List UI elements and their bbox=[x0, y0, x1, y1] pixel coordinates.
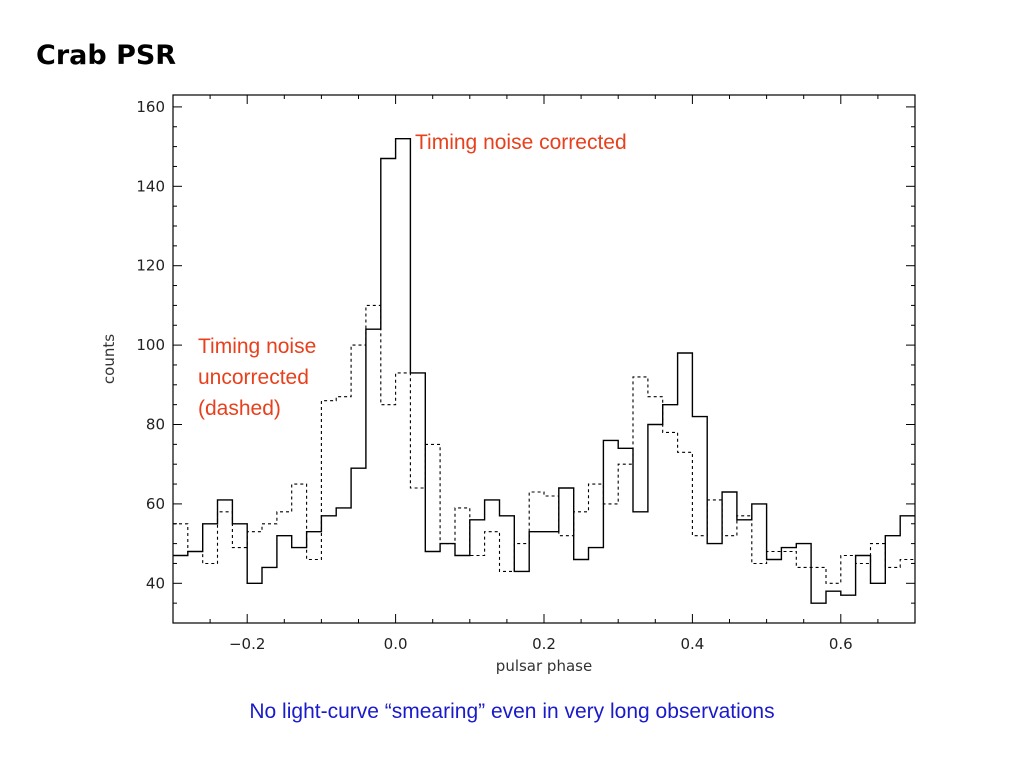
annotations: Timing noise corrected Timing noise uncorr… bbox=[198, 131, 627, 420]
series-uncorrected-dashed bbox=[173, 304, 915, 584]
annotation-uncorrected-line: uncorrected bbox=[198, 366, 309, 389]
y-axis-label: counts bbox=[100, 334, 118, 384]
y-tick-label: 160 bbox=[136, 98, 165, 116]
y-tick-label: 40 bbox=[146, 574, 165, 592]
x-tick-label: 0.2 bbox=[532, 635, 556, 653]
axis-labels: −0.2 0.0 0.2 0.4 0.6 40 60 80 100 120 140 160 pulsar… bbox=[100, 98, 853, 675]
y-tick-label: 80 bbox=[146, 416, 165, 434]
series-layer bbox=[173, 138, 915, 604]
y-tick-label: 120 bbox=[136, 257, 165, 275]
annotation-uncorrected-line: Timing noise bbox=[198, 335, 316, 358]
y-tick-label: 60 bbox=[146, 495, 165, 513]
x-tick-label: −0.2 bbox=[229, 635, 265, 653]
annotation-uncorrected-line: (dashed) bbox=[198, 397, 281, 420]
series-corrected-solid bbox=[173, 138, 915, 604]
slide-caption: No light-curve “smearing” even in very l… bbox=[249, 700, 775, 723]
annotation-corrected: Timing noise corrected bbox=[415, 131, 627, 154]
x-tick-label: 0.4 bbox=[680, 635, 704, 653]
y-tick-label: 100 bbox=[136, 336, 165, 354]
x-tick-label: 0.6 bbox=[829, 635, 853, 653]
axis-ticks bbox=[172, 95, 916, 623]
slide-title: Crab PSR bbox=[36, 40, 177, 71]
x-axis-label: pulsar phase bbox=[496, 657, 592, 675]
x-tick-label: 0.0 bbox=[384, 635, 408, 653]
y-tick-label: 140 bbox=[136, 177, 165, 195]
